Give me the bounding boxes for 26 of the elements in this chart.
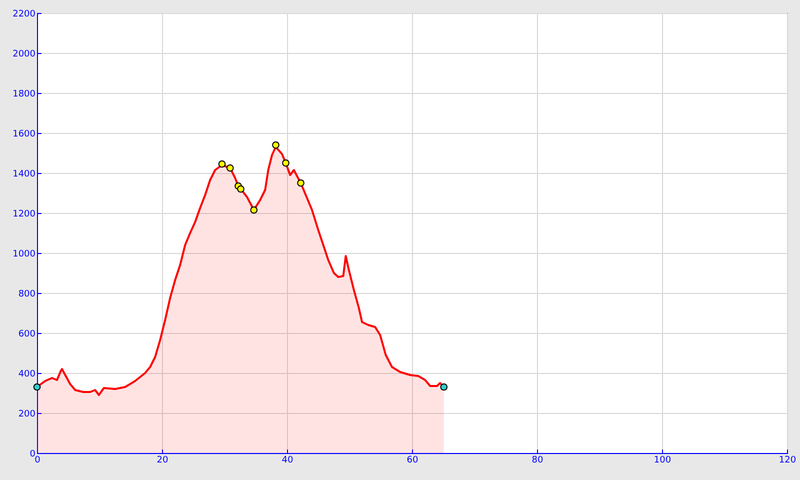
x-tick-label: 120 bbox=[778, 456, 796, 466]
point bbox=[272, 141, 280, 149]
y-tick-label: 1800 bbox=[12, 90, 36, 100]
point bbox=[237, 185, 244, 193]
point bbox=[33, 383, 41, 391]
y-tick-label: 800 bbox=[18, 290, 36, 300]
y-tick-label: 600 bbox=[18, 330, 36, 340]
point bbox=[297, 179, 304, 187]
y-tick-label: 2000 bbox=[12, 50, 36, 60]
x-tick-label: 40 bbox=[282, 456, 294, 466]
y-tick-label: 400 bbox=[18, 370, 36, 380]
x-tick-label: 20 bbox=[156, 456, 168, 466]
y-tick-label: 2200 bbox=[12, 10, 36, 20]
point bbox=[226, 164, 234, 172]
y-tick-label: 200 bbox=[18, 410, 36, 420]
point bbox=[218, 160, 226, 168]
point bbox=[282, 159, 290, 167]
y-tick-label: 1000 bbox=[12, 250, 36, 260]
x-tick-label: 100 bbox=[654, 456, 672, 466]
x-tick-label: 60 bbox=[406, 456, 418, 466]
y-tick-label: 1400 bbox=[12, 170, 36, 180]
y-tick-label: 1200 bbox=[12, 210, 36, 220]
point bbox=[250, 206, 258, 214]
y-tick-label: 1600 bbox=[12, 130, 36, 140]
x-tick-label: 80 bbox=[532, 456, 544, 466]
point bbox=[440, 383, 448, 391]
